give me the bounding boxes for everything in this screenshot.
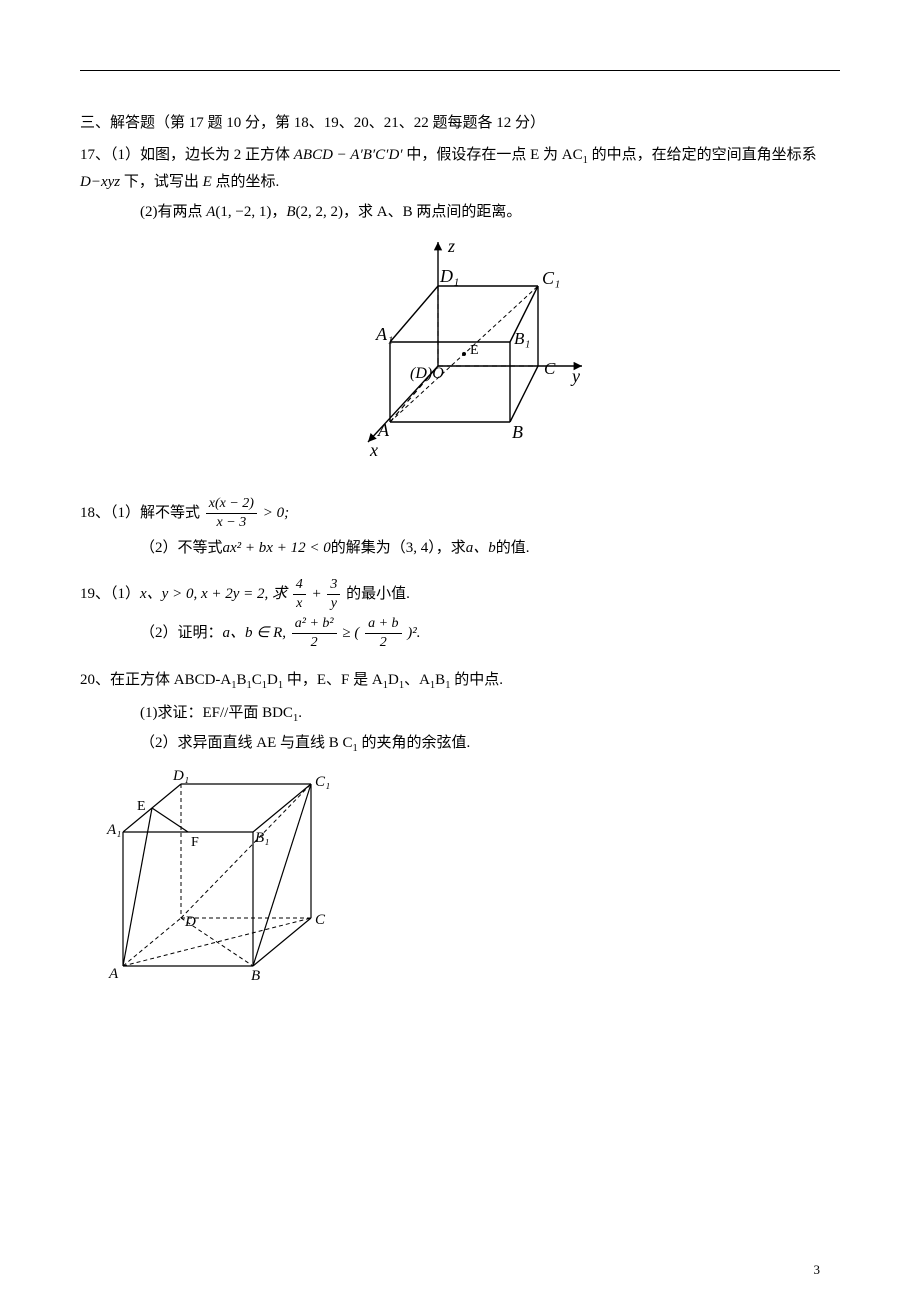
q17-E: E	[203, 174, 212, 190]
q20-c: C	[252, 672, 262, 688]
D1-label: D₁	[439, 266, 459, 286]
q19-lhs: a² + b² 2	[292, 617, 337, 650]
frac-den: 2	[292, 634, 337, 650]
q20-a: 20、在正方体 ABCD-A	[80, 672, 231, 688]
q20-sub1-end: .	[298, 705, 302, 721]
q17-stem-line1: 17、（1）如图，边长为 2 正方体 ABCD − A′B′C′D′ 中，假设存…	[80, 143, 840, 194]
q19-f2: 3 y	[327, 578, 340, 611]
q20-figure: D₁ C₁ A₁ B₁ E F D C A B	[95, 766, 840, 991]
frac-den: x	[293, 595, 306, 611]
C-label: C	[544, 359, 556, 378]
El: E	[137, 799, 146, 814]
q17-sub2-a: (2)有两点	[140, 204, 206, 220]
q20-sub2-b: 的夹角的余弦值.	[358, 735, 471, 751]
q20-b: B	[237, 672, 247, 688]
D1l: D₁	[172, 768, 189, 784]
q19-f1: 4 x	[293, 578, 306, 611]
frac-num: 4	[293, 578, 306, 595]
q18-ineq: ax² + bx + 12 < 0	[223, 540, 331, 556]
q19-sub2-lead: （2）证明：	[140, 625, 223, 641]
q18-sub1: 18、（1）解不等式 x(x − 2) x − 3 > 0;	[80, 497, 840, 530]
q19-rhs-tail: )².	[407, 625, 420, 641]
Bl: B	[251, 968, 260, 984]
q17-text-e: 点的坐标.	[212, 174, 280, 190]
x-label: x	[369, 440, 378, 460]
q19-tail1: 的最小值.	[346, 586, 410, 602]
frac-num: a + b	[365, 617, 401, 634]
frac-num: x(x − 2)	[206, 497, 257, 514]
q18-ab: a、b	[466, 540, 496, 556]
q20-e: 中，E、F 是 A	[283, 672, 383, 688]
B1l: B₁	[255, 830, 269, 846]
A1-label: A₁	[375, 324, 393, 344]
A-label: A	[377, 420, 390, 440]
q18-sub2-a: （2）不等式	[140, 540, 223, 556]
Fl: F	[191, 835, 199, 850]
q20-i: 的中点.	[450, 672, 503, 688]
q20-d: D	[267, 672, 278, 688]
E-label: E	[470, 343, 479, 358]
q20-f: D	[388, 672, 399, 688]
q17-text-d: 下，试写出	[120, 174, 203, 190]
q18-end: 的值.	[496, 540, 530, 556]
q19-lead: 19、（1）	[80, 586, 140, 602]
frac-num: 3	[327, 578, 340, 595]
frac-den: x − 3	[206, 514, 257, 530]
q17-cube: ABCD − A′B′C′D′	[294, 147, 403, 163]
y-label: y	[570, 366, 580, 386]
z-label: z	[447, 236, 455, 256]
q20-h: B	[435, 672, 445, 688]
q20-sub2: （2）求异面直线 AE 与直线 B C1 的夹角的余弦值.	[80, 731, 840, 758]
top-rule	[80, 70, 840, 71]
Dl: D	[184, 914, 196, 930]
frac-den: 2	[365, 634, 401, 650]
q18-sol: 的解集为（3, 4），求	[331, 540, 466, 556]
page-number: 3	[814, 1262, 821, 1278]
A1l: A₁	[106, 822, 121, 838]
section-heading: 三、解答题（第 17 题 10 分，第 18、19、20、21、22 题每题各 …	[80, 111, 840, 135]
q17-Bpt: (2, 2, 2)，求 A、B 两点间的距离。	[296, 204, 522, 220]
q20-sub2-a: （2）求异面直线 AE 与直线 B C	[140, 735, 353, 751]
q17-coord: D−xyz	[80, 174, 120, 190]
q20-stem: 20、在正方体 ABCD-A1B1C1D1 中，E、F 是 A1D1、A1B1 …	[80, 668, 840, 695]
q17-text-a: 17、（1）如图，边长为 2 正方体	[80, 147, 294, 163]
q18-lead: 18、（1）解不等式	[80, 505, 200, 521]
q18-frac: x(x − 2) x − 3	[206, 497, 257, 530]
B1-label: B₁	[514, 329, 530, 348]
q17-sub2: (2)有两点 A(1, −2, 1)，B(2, 2, 2)，求 A、B 两点间的…	[80, 200, 840, 224]
q19-geq: ≥ (	[342, 625, 359, 641]
q19-rhs: a + b 2	[365, 617, 401, 650]
q19-sub2: （2）证明：a、b ∈ R, a² + b² 2 ≥ ( a + b 2 )².	[80, 617, 840, 650]
Cl: C	[315, 912, 326, 928]
q17-Apt: (1, −2, 1)，	[215, 204, 286, 220]
q17-B: B	[286, 204, 295, 220]
q20-sub1-a: (1)求证：EF//平面 BDC	[140, 705, 293, 721]
q19-sub1: 19、（1）x、y > 0, x + 2y = 2, 求 4 x + 3 y 的…	[80, 578, 840, 611]
q20-g: 、A	[404, 672, 430, 688]
q18-sub2: （2）不等式ax² + bx + 12 < 0的解集为（3, 4），求a、b的值…	[80, 536, 840, 560]
q20-sub1: (1)求证：EF//平面 BDC1.	[80, 701, 840, 728]
C1-label: C₁	[542, 268, 560, 288]
DO-label: (D)O	[410, 365, 444, 382]
q17-text-c: 的中点，在给定的空间直角坐标系	[588, 147, 817, 163]
frac-num: a² + b²	[292, 617, 337, 634]
q19-cond: x、y > 0, x + 2y = 2, 求	[140, 586, 287, 602]
frac-den: y	[327, 595, 340, 611]
B-label: B	[512, 422, 523, 442]
q18-tail: > 0;	[263, 505, 289, 521]
q19-plus: +	[312, 586, 322, 602]
Al: A	[108, 966, 119, 982]
q19-cond2: a、b ∈ R,	[223, 625, 290, 641]
q17-text-b: 中，假设存在一点 E 为 AC	[403, 147, 583, 163]
C1l: C₁	[315, 774, 330, 790]
q17-figure: z y x D₁ C₁ A₁ B₁ E (D)O C A B	[80, 234, 840, 469]
